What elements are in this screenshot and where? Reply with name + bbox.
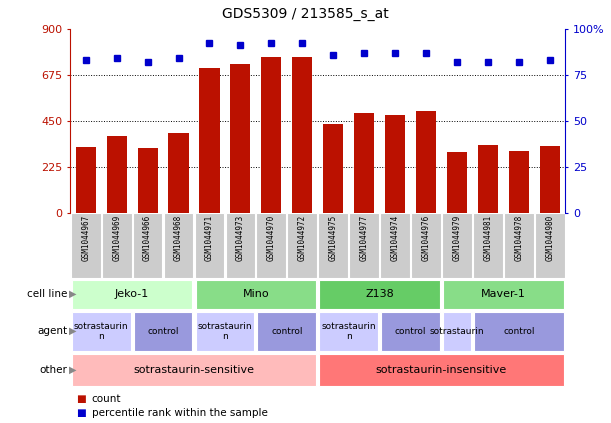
Text: sotrastaurin
n: sotrastaurin n [321, 321, 376, 341]
Text: sotrastaurin
n: sotrastaurin n [197, 321, 252, 341]
Text: GSM1044981: GSM1044981 [483, 215, 492, 261]
Bar [137, 148, 158, 213]
Text: Mino: Mino [243, 289, 269, 299]
Text: sotrastaurin-insensitive: sotrastaurin-insensitive [376, 365, 507, 375]
Bar [540, 146, 560, 213]
Text: Z138: Z138 [365, 289, 394, 299]
Text: GSM1044967: GSM1044967 [81, 215, 90, 261]
Text: GSM1044976: GSM1044976 [422, 215, 431, 261]
Text: GSM1044979: GSM1044979 [452, 215, 461, 261]
Text: other: other [39, 365, 67, 375]
Text: GSM1044968: GSM1044968 [174, 215, 183, 261]
Bar [447, 152, 467, 213]
Bar [473, 214, 503, 277]
Bar [196, 312, 254, 351]
Bar [76, 147, 96, 213]
Text: GSM1044973: GSM1044973 [236, 215, 245, 261]
Bar [72, 312, 131, 351]
Text: ▶: ▶ [69, 289, 76, 299]
Text: control: control [503, 327, 535, 336]
Bar [443, 312, 471, 351]
Bar [323, 124, 343, 213]
Text: percentile rank within the sample: percentile rank within the sample [92, 408, 268, 418]
Text: ▶: ▶ [69, 326, 76, 336]
Bar [443, 280, 563, 309]
Text: ▶: ▶ [69, 365, 76, 375]
Bar [504, 214, 533, 277]
Bar [196, 280, 316, 309]
Text: GSM1044977: GSM1044977 [360, 215, 368, 261]
Bar [442, 214, 472, 277]
Text: GSM1044966: GSM1044966 [143, 215, 152, 261]
Bar [199, 68, 219, 213]
Text: GSM1044970: GSM1044970 [267, 215, 276, 261]
Text: ■: ■ [76, 408, 86, 418]
Text: GSM1044980: GSM1044980 [545, 215, 554, 261]
Bar [106, 136, 126, 213]
Bar [320, 280, 440, 309]
Bar [416, 110, 436, 213]
Bar [349, 214, 379, 277]
Bar [164, 214, 193, 277]
Bar [320, 354, 563, 386]
Text: GSM1044974: GSM1044974 [390, 215, 400, 261]
Text: Maver-1: Maver-1 [481, 289, 525, 299]
Text: agent: agent [37, 326, 67, 336]
Text: sotrastaurin: sotrastaurin [430, 327, 485, 336]
Bar [72, 280, 192, 309]
Bar [509, 151, 529, 213]
Text: GSM1044972: GSM1044972 [298, 215, 307, 261]
Bar [230, 63, 251, 213]
Bar [478, 146, 498, 213]
Bar [385, 115, 405, 213]
Bar [257, 312, 316, 351]
Text: cell line: cell line [27, 289, 67, 299]
Bar [72, 354, 316, 386]
Text: control: control [271, 327, 302, 336]
Bar [262, 58, 282, 213]
Text: GSM1044969: GSM1044969 [112, 215, 121, 261]
Text: sotrastaurin-sensitive: sotrastaurin-sensitive [133, 365, 255, 375]
Text: Jeko-1: Jeko-1 [115, 289, 149, 299]
Bar [535, 214, 565, 277]
Text: sotrastaurin
n: sotrastaurin n [74, 321, 128, 341]
Bar [134, 312, 192, 351]
Bar [292, 58, 312, 213]
Bar [474, 312, 563, 351]
Bar [411, 214, 441, 277]
Text: GDS5309 / 213585_s_at: GDS5309 / 213585_s_at [222, 7, 389, 22]
Bar [102, 214, 131, 277]
Bar [318, 214, 348, 277]
Text: GSM1044978: GSM1044978 [514, 215, 523, 261]
Bar [380, 214, 410, 277]
Bar [320, 312, 378, 351]
Bar [195, 214, 224, 277]
Bar [169, 133, 189, 213]
Text: count: count [92, 393, 121, 404]
Bar [71, 214, 101, 277]
Bar [287, 214, 317, 277]
Bar [257, 214, 286, 277]
Text: control: control [147, 327, 179, 336]
Text: GSM1044971: GSM1044971 [205, 215, 214, 261]
Bar [133, 214, 163, 277]
Bar [354, 113, 374, 213]
Bar [225, 214, 255, 277]
Text: GSM1044975: GSM1044975 [329, 215, 338, 261]
Text: ■: ■ [76, 393, 86, 404]
Bar [381, 312, 440, 351]
Text: control: control [395, 327, 426, 336]
